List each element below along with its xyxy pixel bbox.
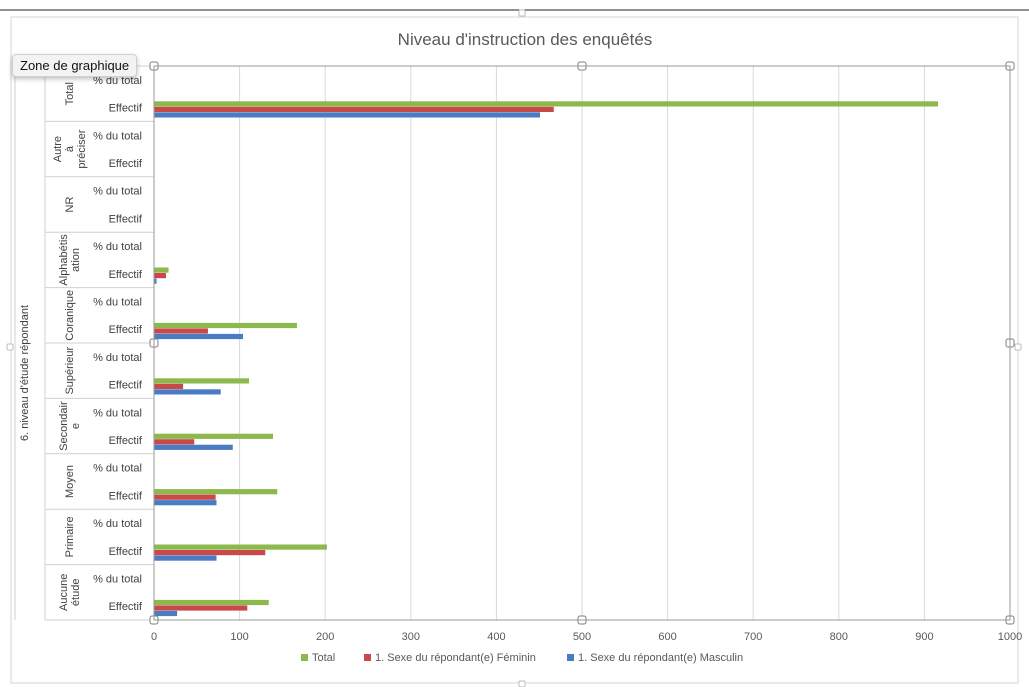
row-label: Effectif <box>109 103 143 115</box>
bar-masculin <box>154 555 217 561</box>
x-tick-label: 1000 <box>998 631 1022 643</box>
x-tick-label: 0 <box>151 631 157 643</box>
group-label-line: Moyen <box>64 465 76 498</box>
bar-feminin <box>154 439 195 445</box>
row-label: Effectif <box>109 213 143 225</box>
row-label: % du total <box>93 296 142 308</box>
bar-total <box>154 378 250 384</box>
bar-feminin <box>154 328 208 334</box>
row-label: Effectif <box>109 435 143 447</box>
group-label-line: Total <box>64 82 76 105</box>
bar-total <box>154 433 273 439</box>
group-label-line: Primaire <box>64 516 76 557</box>
bar-masculin <box>154 444 233 450</box>
row-label: % du total <box>93 186 142 198</box>
group-label: Secondaire <box>58 401 82 451</box>
x-tick-label: 200 <box>316 631 334 643</box>
outer-axis-label: 6. niveau d'étude répondant <box>19 305 31 441</box>
bar-feminin <box>154 605 248 611</box>
row-label: Effectif <box>109 490 143 502</box>
bar-total <box>154 101 939 107</box>
plot-area-selection <box>153 65 1011 621</box>
group-label: Moyen <box>64 465 76 498</box>
row-label: % du total <box>93 573 142 585</box>
bar-feminin <box>154 550 266 556</box>
row-label: % du total <box>93 75 142 87</box>
group-label-line: NR <box>64 197 76 213</box>
bar-total <box>154 322 297 329</box>
bar-total <box>154 599 269 606</box>
group-label-line: étude <box>70 579 82 607</box>
chart-frame-handle <box>6 343 14 351</box>
chart-area-tooltip: Zone de graphique <box>12 54 138 77</box>
row-label: Effectif <box>109 380 143 392</box>
legend-swatch <box>301 654 308 661</box>
row-label: Effectif <box>109 601 143 613</box>
group-label: Supérieur <box>64 347 76 395</box>
x-tick-label: 100 <box>230 631 248 643</box>
group-label: Coranique <box>64 290 76 341</box>
row-label: Effectif <box>109 324 143 336</box>
group-label: Alphabétisation <box>58 234 82 286</box>
row-label: % du total <box>93 463 142 475</box>
bar-feminin <box>154 383 184 389</box>
chart-frame-handle <box>1014 343 1022 351</box>
legend-label: 1. Sexe du répondant(e) Féminin <box>375 652 536 664</box>
group-label-line: préciser <box>76 129 88 168</box>
x-tick-label: 300 <box>402 631 420 643</box>
bar-masculin <box>154 610 178 617</box>
group-label-line: Coranique <box>64 290 76 341</box>
x-tick-label: 700 <box>744 631 762 643</box>
group-label-line: à <box>64 145 76 152</box>
bar-total <box>154 489 278 495</box>
group-label-line: Alphabétis <box>58 234 70 286</box>
bar-total <box>154 544 327 550</box>
group-label-line: e <box>70 423 82 429</box>
chart-title: Niveau d'instruction des enquêtés <box>398 30 653 49</box>
group-label-line: Secondair <box>58 401 70 451</box>
row-label: Effectif <box>109 269 143 281</box>
chart-frame-handle <box>518 9 526 17</box>
legend-swatch <box>567 654 574 661</box>
bar-feminin <box>154 106 554 112</box>
group-label: Autreàpréciser <box>52 129 88 168</box>
group-label: NR <box>64 197 76 213</box>
bar-masculin <box>154 112 541 118</box>
row-label: % du total <box>93 518 142 530</box>
row-label: % du total <box>93 352 142 364</box>
legend-label: 1. Sexe du répondant(e) Masculin <box>578 652 743 664</box>
x-tick-label: 600 <box>658 631 676 643</box>
legend-swatch <box>364 654 371 661</box>
group-label-line: Supérieur <box>64 347 76 395</box>
x-tick-label: 400 <box>487 631 505 643</box>
x-tick-label: 900 <box>915 631 933 643</box>
x-tick-label: 800 <box>830 631 848 643</box>
bar-masculin <box>154 500 217 506</box>
group-label: Total <box>64 82 76 105</box>
bar-feminin <box>154 494 216 500</box>
row-label: Effectif <box>109 546 143 558</box>
row-label: % du total <box>93 241 142 253</box>
group-label-line: Aucune <box>58 574 70 611</box>
bar-masculin <box>154 389 221 395</box>
legend-label: Total <box>312 652 335 664</box>
bar-masculin <box>154 278 157 284</box>
row-label: % du total <box>93 407 142 419</box>
group-label-line: Autre <box>52 136 64 162</box>
bar-feminin <box>154 273 166 279</box>
row-label: Effectif <box>109 158 143 170</box>
bar-total <box>154 267 169 273</box>
group-label: Primaire <box>64 516 76 557</box>
group-label-line: ation <box>70 248 82 272</box>
row-label: % du total <box>93 130 142 142</box>
bar-masculin <box>154 333 244 340</box>
group-label: Aucuneétude <box>58 574 82 611</box>
x-tick-label: 500 <box>573 631 591 643</box>
chart-frame-handle <box>518 680 526 687</box>
